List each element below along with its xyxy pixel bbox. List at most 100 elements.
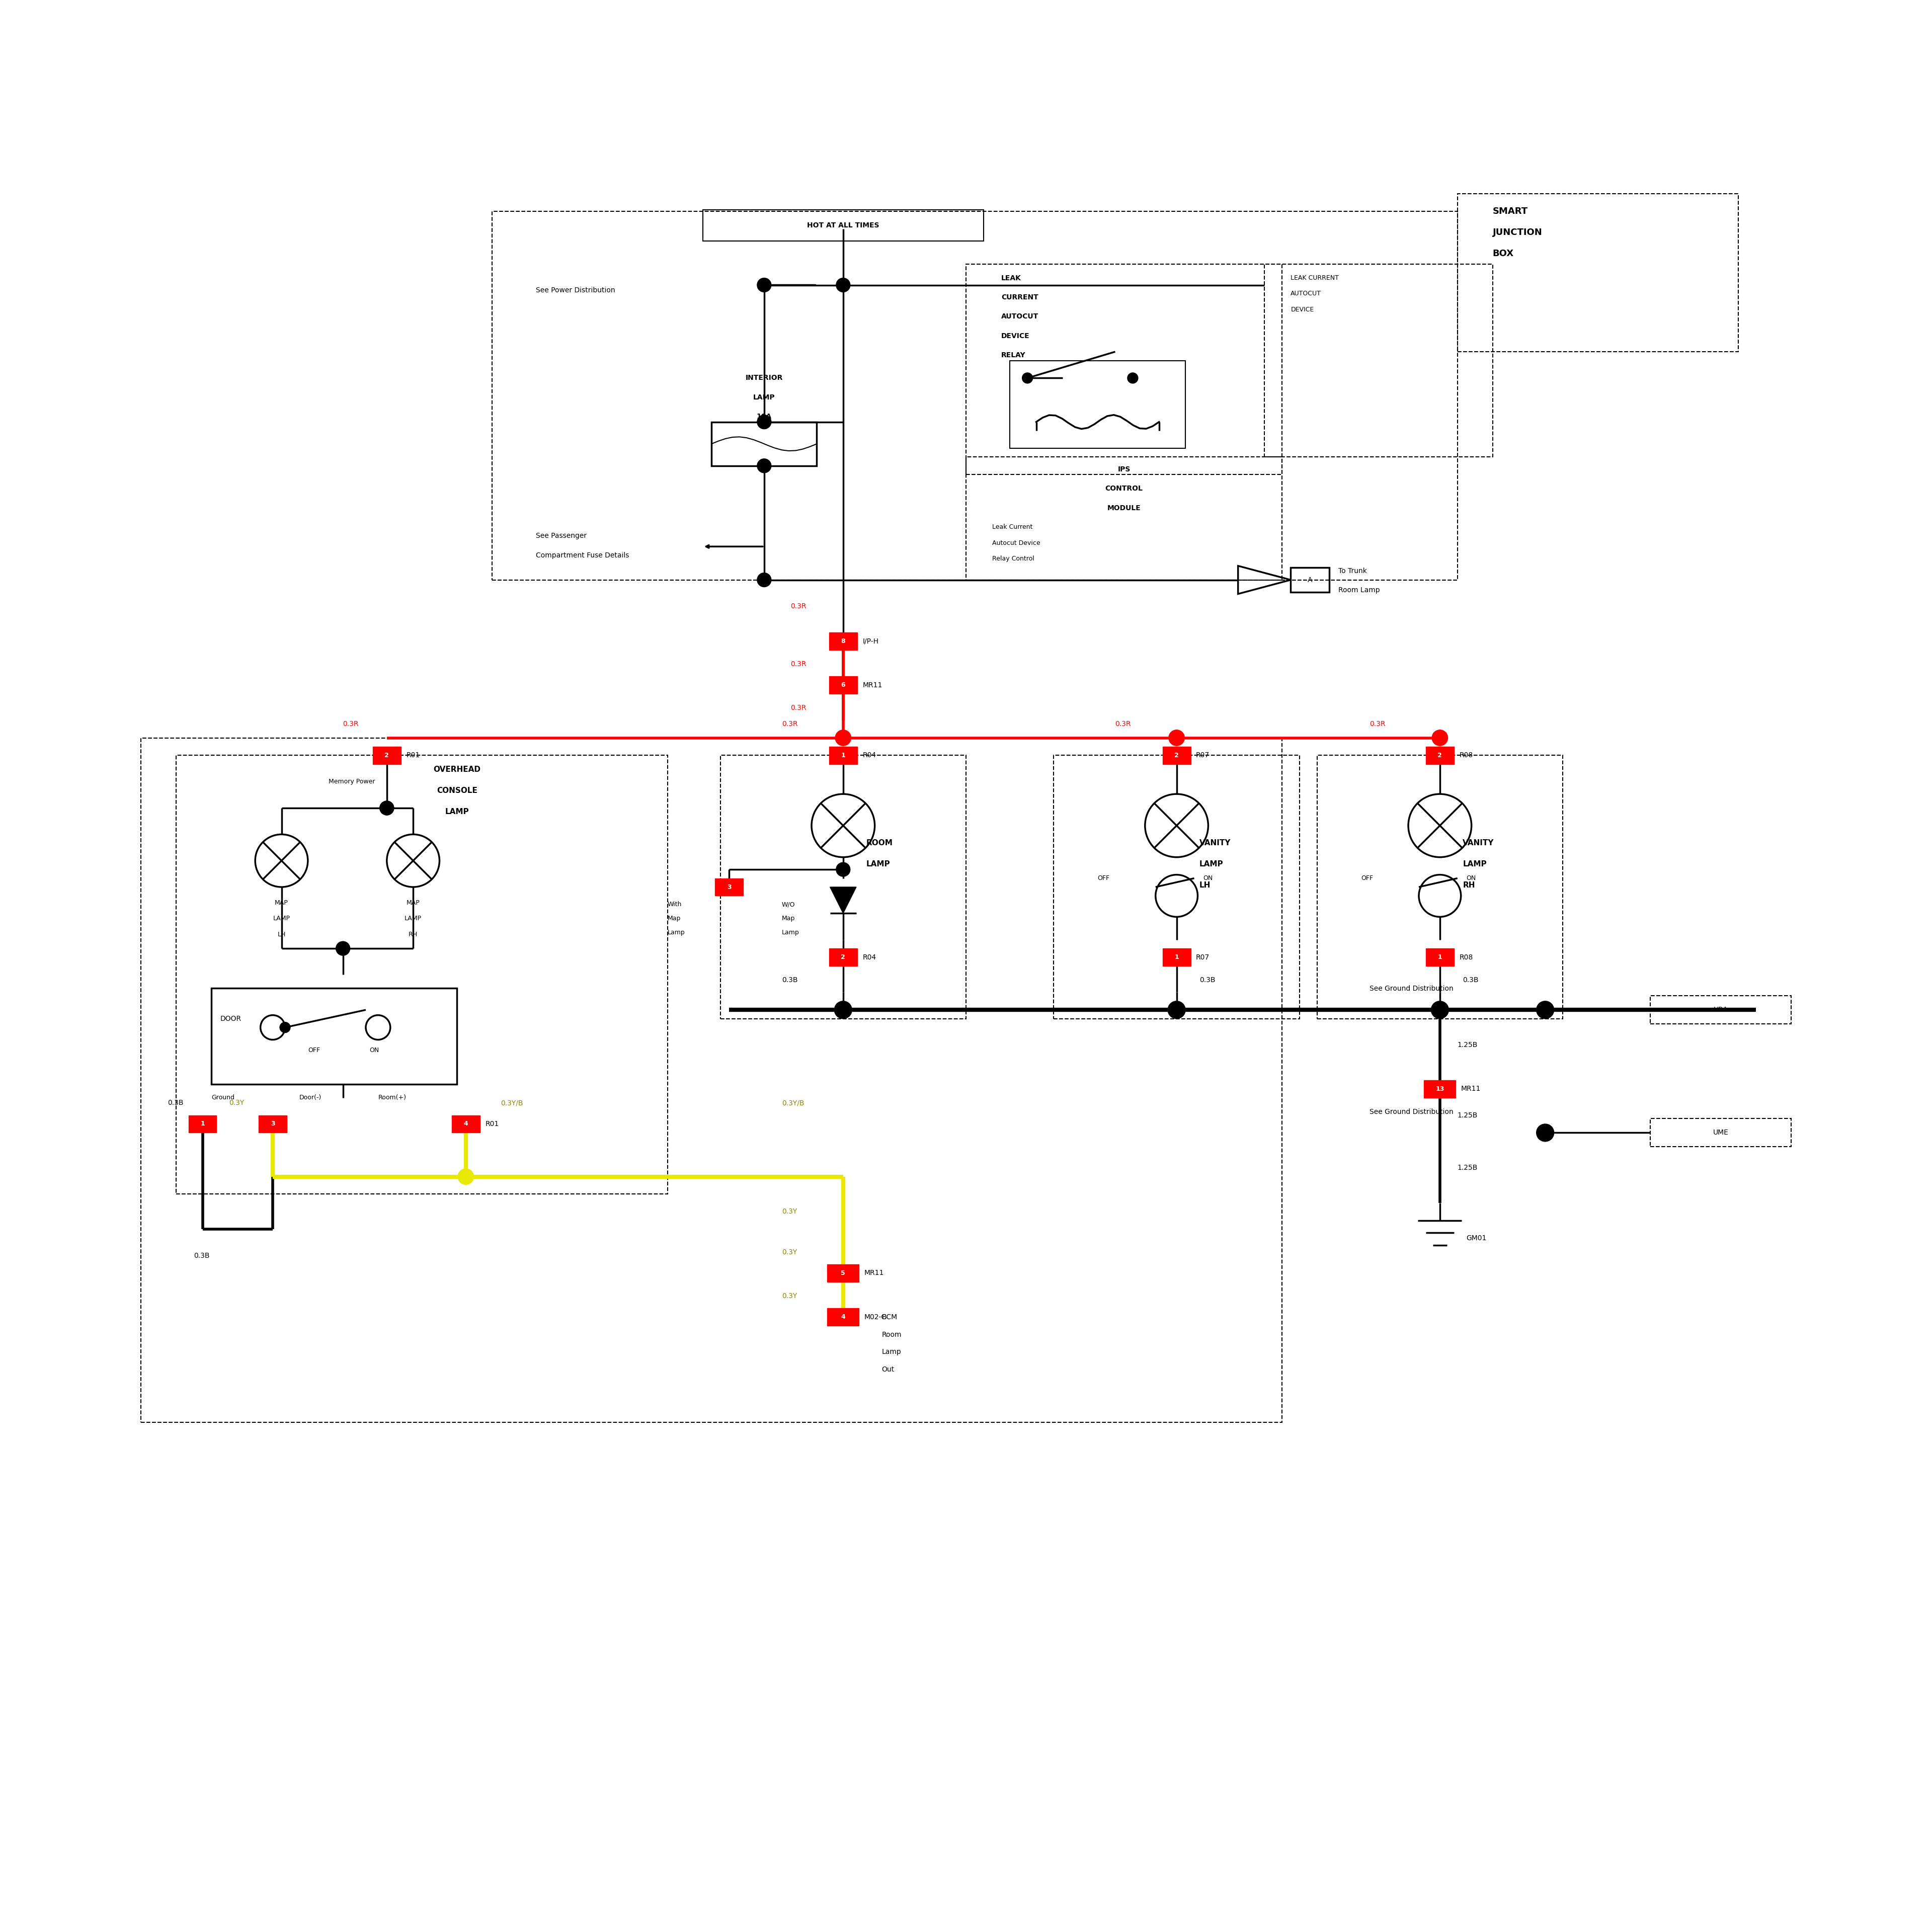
Bar <box>1424 1080 1455 1097</box>
Text: OVERHEAD: OVERHEAD <box>433 765 481 773</box>
Bar <box>715 879 744 896</box>
Text: ON: ON <box>369 1047 379 1053</box>
Text: R08: R08 <box>1459 954 1472 960</box>
Text: 0.3R: 0.3R <box>344 721 359 726</box>
Text: LAMP: LAMP <box>444 808 469 815</box>
Bar <box>493 211 1457 580</box>
Bar <box>1457 193 1739 352</box>
Bar <box>827 1264 860 1283</box>
Text: MODULE: MODULE <box>1107 504 1140 512</box>
Text: VANITY: VANITY <box>1200 838 1231 846</box>
Text: VANITY: VANITY <box>1463 838 1493 846</box>
Text: 1: 1 <box>1175 954 1179 960</box>
Text: Room: Room <box>881 1331 902 1339</box>
Text: 0.3Y/B: 0.3Y/B <box>782 1099 804 1107</box>
Text: MR11: MR11 <box>864 1269 885 1277</box>
Text: 0.3Y: 0.3Y <box>782 1208 796 1215</box>
Text: MAP: MAP <box>274 900 288 906</box>
Bar <box>1426 746 1455 765</box>
Text: 5: 5 <box>840 1269 846 1277</box>
Text: 1: 1 <box>201 1121 205 1126</box>
Text: LEAK: LEAK <box>1001 274 1022 282</box>
Bar <box>1318 755 1563 1018</box>
Text: Map: Map <box>668 916 680 922</box>
Text: 0.3Y: 0.3Y <box>782 1248 796 1256</box>
Text: Compartment Fuse Details: Compartment Fuse Details <box>535 553 630 558</box>
Text: LAMP: LAMP <box>866 860 891 867</box>
Circle shape <box>837 862 850 877</box>
Circle shape <box>837 278 850 292</box>
Bar <box>966 458 1283 580</box>
Text: DEVICE: DEVICE <box>1001 332 1030 340</box>
Text: Lamp: Lamp <box>881 1349 900 1356</box>
Bar <box>829 746 858 765</box>
Text: 3: 3 <box>726 883 730 891</box>
Text: R04: R04 <box>862 954 875 960</box>
Text: Out: Out <box>881 1366 895 1374</box>
Bar <box>966 265 1283 475</box>
Text: UME: UME <box>1714 1128 1729 1136</box>
Text: CURRENT: CURRENT <box>1001 294 1037 301</box>
Text: Relay Control: Relay Control <box>993 556 1034 562</box>
Text: R01: R01 <box>485 1121 498 1128</box>
Polygon shape <box>831 887 856 914</box>
Text: Ground: Ground <box>211 1094 234 1101</box>
Text: 4: 4 <box>840 1314 846 1320</box>
Circle shape <box>1022 373 1034 383</box>
Text: 2: 2 <box>384 752 388 759</box>
Text: 10A: 10A <box>757 413 771 419</box>
Text: RH: RH <box>408 931 417 937</box>
Text: RELAY: RELAY <box>1001 352 1026 359</box>
Text: GM01: GM01 <box>1466 1235 1486 1242</box>
Text: 0.3B: 0.3B <box>1200 976 1215 983</box>
Text: 2: 2 <box>840 954 846 960</box>
Text: CONTROL: CONTROL <box>1105 485 1144 493</box>
Text: 0.3R: 0.3R <box>782 721 798 726</box>
Text: LH: LH <box>278 931 286 937</box>
Circle shape <box>757 415 771 429</box>
Circle shape <box>381 802 394 815</box>
Bar <box>1163 746 1190 765</box>
Text: R07: R07 <box>1196 954 1209 960</box>
Text: Map: Map <box>782 916 794 922</box>
Circle shape <box>757 458 771 473</box>
Bar <box>829 632 858 649</box>
Bar <box>189 1115 216 1132</box>
Text: 1.25B: 1.25B <box>1457 1111 1478 1119</box>
Text: W/O: W/O <box>782 902 796 908</box>
Text: See Passenger: See Passenger <box>535 533 587 539</box>
Text: 1.25B: 1.25B <box>1457 1041 1478 1049</box>
Text: 0.3Y/B: 0.3Y/B <box>500 1099 524 1107</box>
Text: 0.3R: 0.3R <box>790 661 806 668</box>
Circle shape <box>336 941 350 956</box>
Text: To Trunk: To Trunk <box>1339 568 1366 574</box>
Text: MAP: MAP <box>406 900 419 906</box>
Text: 0.3R: 0.3R <box>790 603 806 611</box>
Bar <box>829 949 858 966</box>
Bar <box>1053 755 1300 1018</box>
Text: RH: RH <box>1463 881 1474 889</box>
Text: DOOR: DOOR <box>220 1014 242 1022</box>
Circle shape <box>757 574 771 587</box>
Bar <box>827 1308 860 1325</box>
Text: See Ground Distribution: See Ground Distribution <box>1370 1109 1453 1115</box>
Text: R01: R01 <box>406 752 419 759</box>
Text: 6: 6 <box>840 682 846 688</box>
Circle shape <box>835 730 850 746</box>
Bar <box>1264 265 1493 458</box>
Circle shape <box>835 1001 852 1018</box>
Text: A: A <box>1308 576 1312 583</box>
Text: SMART: SMART <box>1493 207 1528 216</box>
Bar <box>211 987 458 1084</box>
Text: See Power Distribution: See Power Distribution <box>535 286 614 294</box>
Bar <box>703 209 983 242</box>
Text: IPS: IPS <box>1117 466 1130 473</box>
Circle shape <box>1432 1001 1449 1018</box>
Text: 4: 4 <box>464 1121 468 1126</box>
Bar <box>1291 568 1329 593</box>
Bar <box>1650 995 1791 1024</box>
Circle shape <box>458 1169 473 1184</box>
Circle shape <box>280 1022 290 1034</box>
Text: AUTOCUT: AUTOCUT <box>1001 313 1039 321</box>
Text: Room(+): Room(+) <box>379 1094 406 1101</box>
